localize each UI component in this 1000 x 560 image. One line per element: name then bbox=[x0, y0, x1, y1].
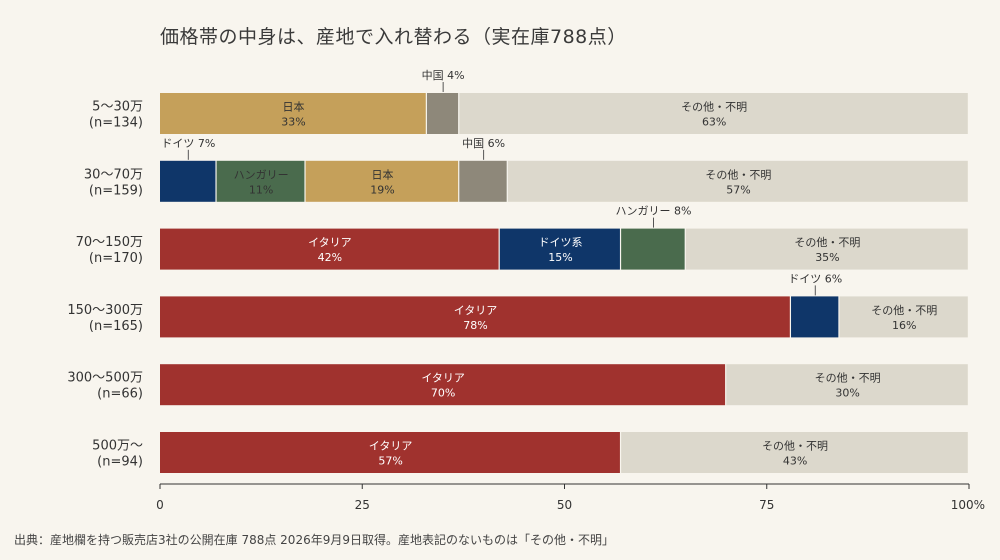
category-label: 300〜500万 bbox=[67, 371, 143, 386]
segment-name-label: ハンガリー bbox=[234, 168, 289, 181]
callout-label: ドイツ 6% bbox=[788, 272, 842, 285]
x-tick-label: 25 bbox=[355, 498, 370, 512]
x-tick-label: 100% bbox=[951, 498, 985, 512]
segment-name-label: イタリア bbox=[421, 372, 465, 385]
segment-name-label: その他・不明 bbox=[762, 440, 828, 453]
bar-segment bbox=[160, 296, 790, 338]
segment-value-label: 11% bbox=[249, 183, 273, 196]
segment-name-label: その他・不明 bbox=[794, 236, 860, 249]
segment-name-label: 日本 bbox=[282, 100, 304, 114]
segment-name-label: その他・不明 bbox=[815, 372, 881, 385]
bar-segment bbox=[839, 296, 968, 338]
x-tick-label: 50 bbox=[557, 498, 572, 512]
segment-value-label: 15% bbox=[548, 251, 572, 264]
segment-name-label: 日本 bbox=[371, 167, 393, 181]
category-count-label: (n=66) bbox=[97, 387, 143, 402]
segment-value-label: 70% bbox=[431, 387, 455, 400]
category-label: 150〜300万 bbox=[67, 303, 143, 318]
callout-label: 中国 6% bbox=[462, 137, 505, 150]
bar-segment bbox=[216, 160, 305, 202]
bar-segment bbox=[791, 296, 839, 338]
segment-value-label: 19% bbox=[370, 183, 394, 196]
bar-segment bbox=[160, 228, 499, 270]
bar-segment bbox=[160, 364, 726, 406]
category-count-label: (n=94) bbox=[97, 455, 143, 470]
segment-value-label: 16% bbox=[892, 319, 916, 332]
bar-segment bbox=[459, 160, 507, 202]
x-tick-label: 0 bbox=[156, 498, 164, 512]
segment-value-label: 30% bbox=[835, 387, 859, 400]
bar-segment bbox=[160, 432, 620, 473]
segment-name-label: イタリア bbox=[369, 440, 413, 453]
category-label: 30〜70万 bbox=[84, 167, 143, 182]
segment-value-label: 33% bbox=[281, 116, 305, 129]
segment-name-label: その他・不明 bbox=[871, 304, 937, 317]
bar-segment bbox=[160, 160, 216, 202]
category-count-label: (n=170) bbox=[89, 251, 143, 266]
bar-segment bbox=[507, 160, 968, 202]
bar-segment bbox=[621, 228, 685, 270]
segment-value-label: 57% bbox=[378, 455, 402, 468]
segment-value-label: 43% bbox=[783, 455, 807, 468]
bar-segment bbox=[426, 93, 459, 134]
segment-name-label: その他・不明 bbox=[681, 101, 747, 114]
callout-label: ハンガリー 8% bbox=[616, 205, 692, 218]
category-label: 5〜30万 bbox=[92, 100, 143, 115]
bar-segment bbox=[499, 228, 620, 270]
category-count-label: (n=159) bbox=[89, 183, 143, 198]
bar-segment bbox=[459, 93, 968, 134]
category-label: 70〜150万 bbox=[76, 235, 143, 250]
segment-name-label: その他・不明 bbox=[705, 168, 771, 181]
callout-label: 中国 4% bbox=[422, 69, 465, 82]
segment-value-label: 57% bbox=[726, 183, 750, 196]
segment-value-label: 42% bbox=[318, 251, 342, 264]
segment-name-label: イタリア bbox=[454, 304, 498, 317]
bar-segment bbox=[160, 93, 426, 134]
x-tick-label: 75 bbox=[759, 498, 774, 512]
segment-value-label: 35% bbox=[815, 251, 839, 264]
segment-value-label: 78% bbox=[463, 319, 487, 332]
segment-name-label: ドイツ系 bbox=[538, 236, 582, 249]
category-count-label: (n=165) bbox=[89, 319, 143, 334]
bar-segment bbox=[685, 228, 968, 270]
bar-segment bbox=[726, 364, 968, 406]
category-label: 500万〜 bbox=[92, 439, 143, 454]
category-count-label: (n=134) bbox=[89, 116, 143, 131]
segment-name-label: イタリア bbox=[308, 236, 352, 249]
chart-title: 価格帯の中身は、産地で入れ替わる（実在庫788点） bbox=[160, 26, 627, 48]
bar-segment bbox=[305, 160, 459, 202]
source-note: 出典：産地欄を持つ販売店3社の公開在庫 788点 2026年9月9日取得。産地表… bbox=[14, 533, 614, 547]
callout-label: ドイツ 7% bbox=[161, 137, 215, 150]
segment-value-label: 63% bbox=[702, 116, 726, 129]
bar-segment bbox=[621, 432, 968, 473]
